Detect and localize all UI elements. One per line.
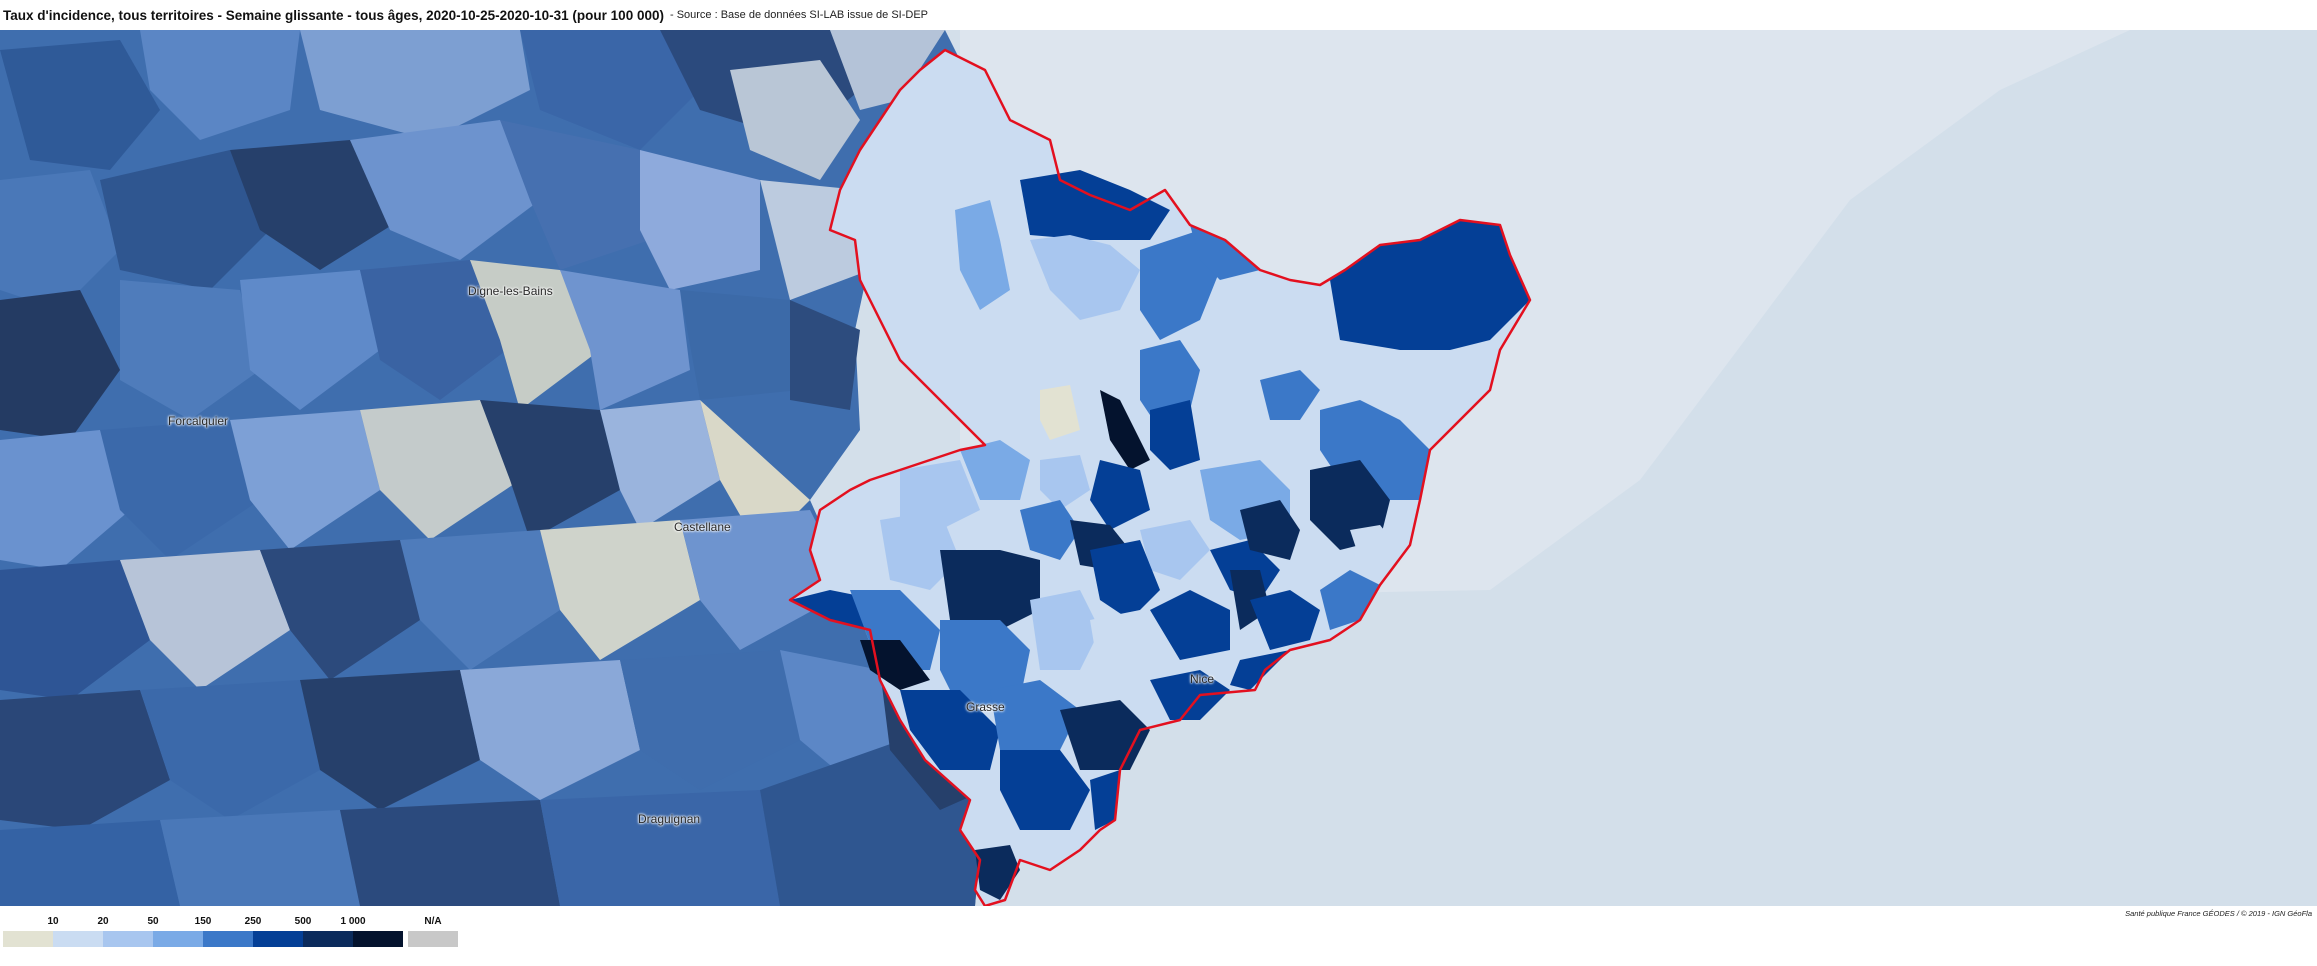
legend-tick: 250: [244, 916, 262, 927]
legend-swatch: [153, 931, 203, 947]
legend-tick: 150: [194, 916, 212, 927]
legend-tick: 20: [97, 916, 109, 927]
legend-tick: 500: [294, 916, 312, 927]
legend-swatch: [353, 931, 403, 947]
legend-tick: 10: [47, 916, 59, 927]
legend-swatch: [103, 931, 153, 947]
legend-swatch: [303, 931, 353, 947]
place-label-nice: Nice: [1190, 672, 1215, 686]
map-attribution: Santé publique France GÉODES / © 2019 - …: [2125, 909, 2312, 918]
am-communes: [790, 170, 1530, 900]
legend-swatch: [203, 931, 253, 947]
legend-swatch: [3, 931, 53, 947]
map-canvas[interactable]: [0, 30, 2317, 906]
legend-tick: 50: [147, 916, 159, 927]
place-label-draguignan: Draguignan: [638, 812, 701, 826]
place-label-forcalquier: Forcalquier: [168, 414, 229, 428]
west-communes: [0, 30, 985, 906]
legend-swatch: [253, 931, 303, 947]
legend-na-label: N/A: [424, 916, 442, 927]
title-bar: Taux d'incidence, tous territoires - Sem…: [0, 0, 2317, 30]
legend-tick: 1 000: [340, 916, 366, 927]
place-label-grasse: Grasse: [966, 700, 1005, 714]
legend-swatch-na: [408, 931, 458, 947]
legend: 10 20 50 150 250 500 1 000 N/A: [0, 914, 480, 966]
map-title: Taux d'incidence, tous territoires - Sem…: [3, 7, 664, 23]
choropleth-map[interactable]: Digne-les-Bains Forcalquier Castellane N…: [0, 30, 2317, 906]
legend-swatch: [53, 931, 103, 947]
department-border: [788, 48, 1532, 906]
place-label-castellane: Castellane: [674, 520, 731, 534]
place-label-digne: Digne-les-Bains: [468, 284, 553, 298]
map-source: - Source : Base de données SI-LAB issue …: [669, 9, 928, 21]
